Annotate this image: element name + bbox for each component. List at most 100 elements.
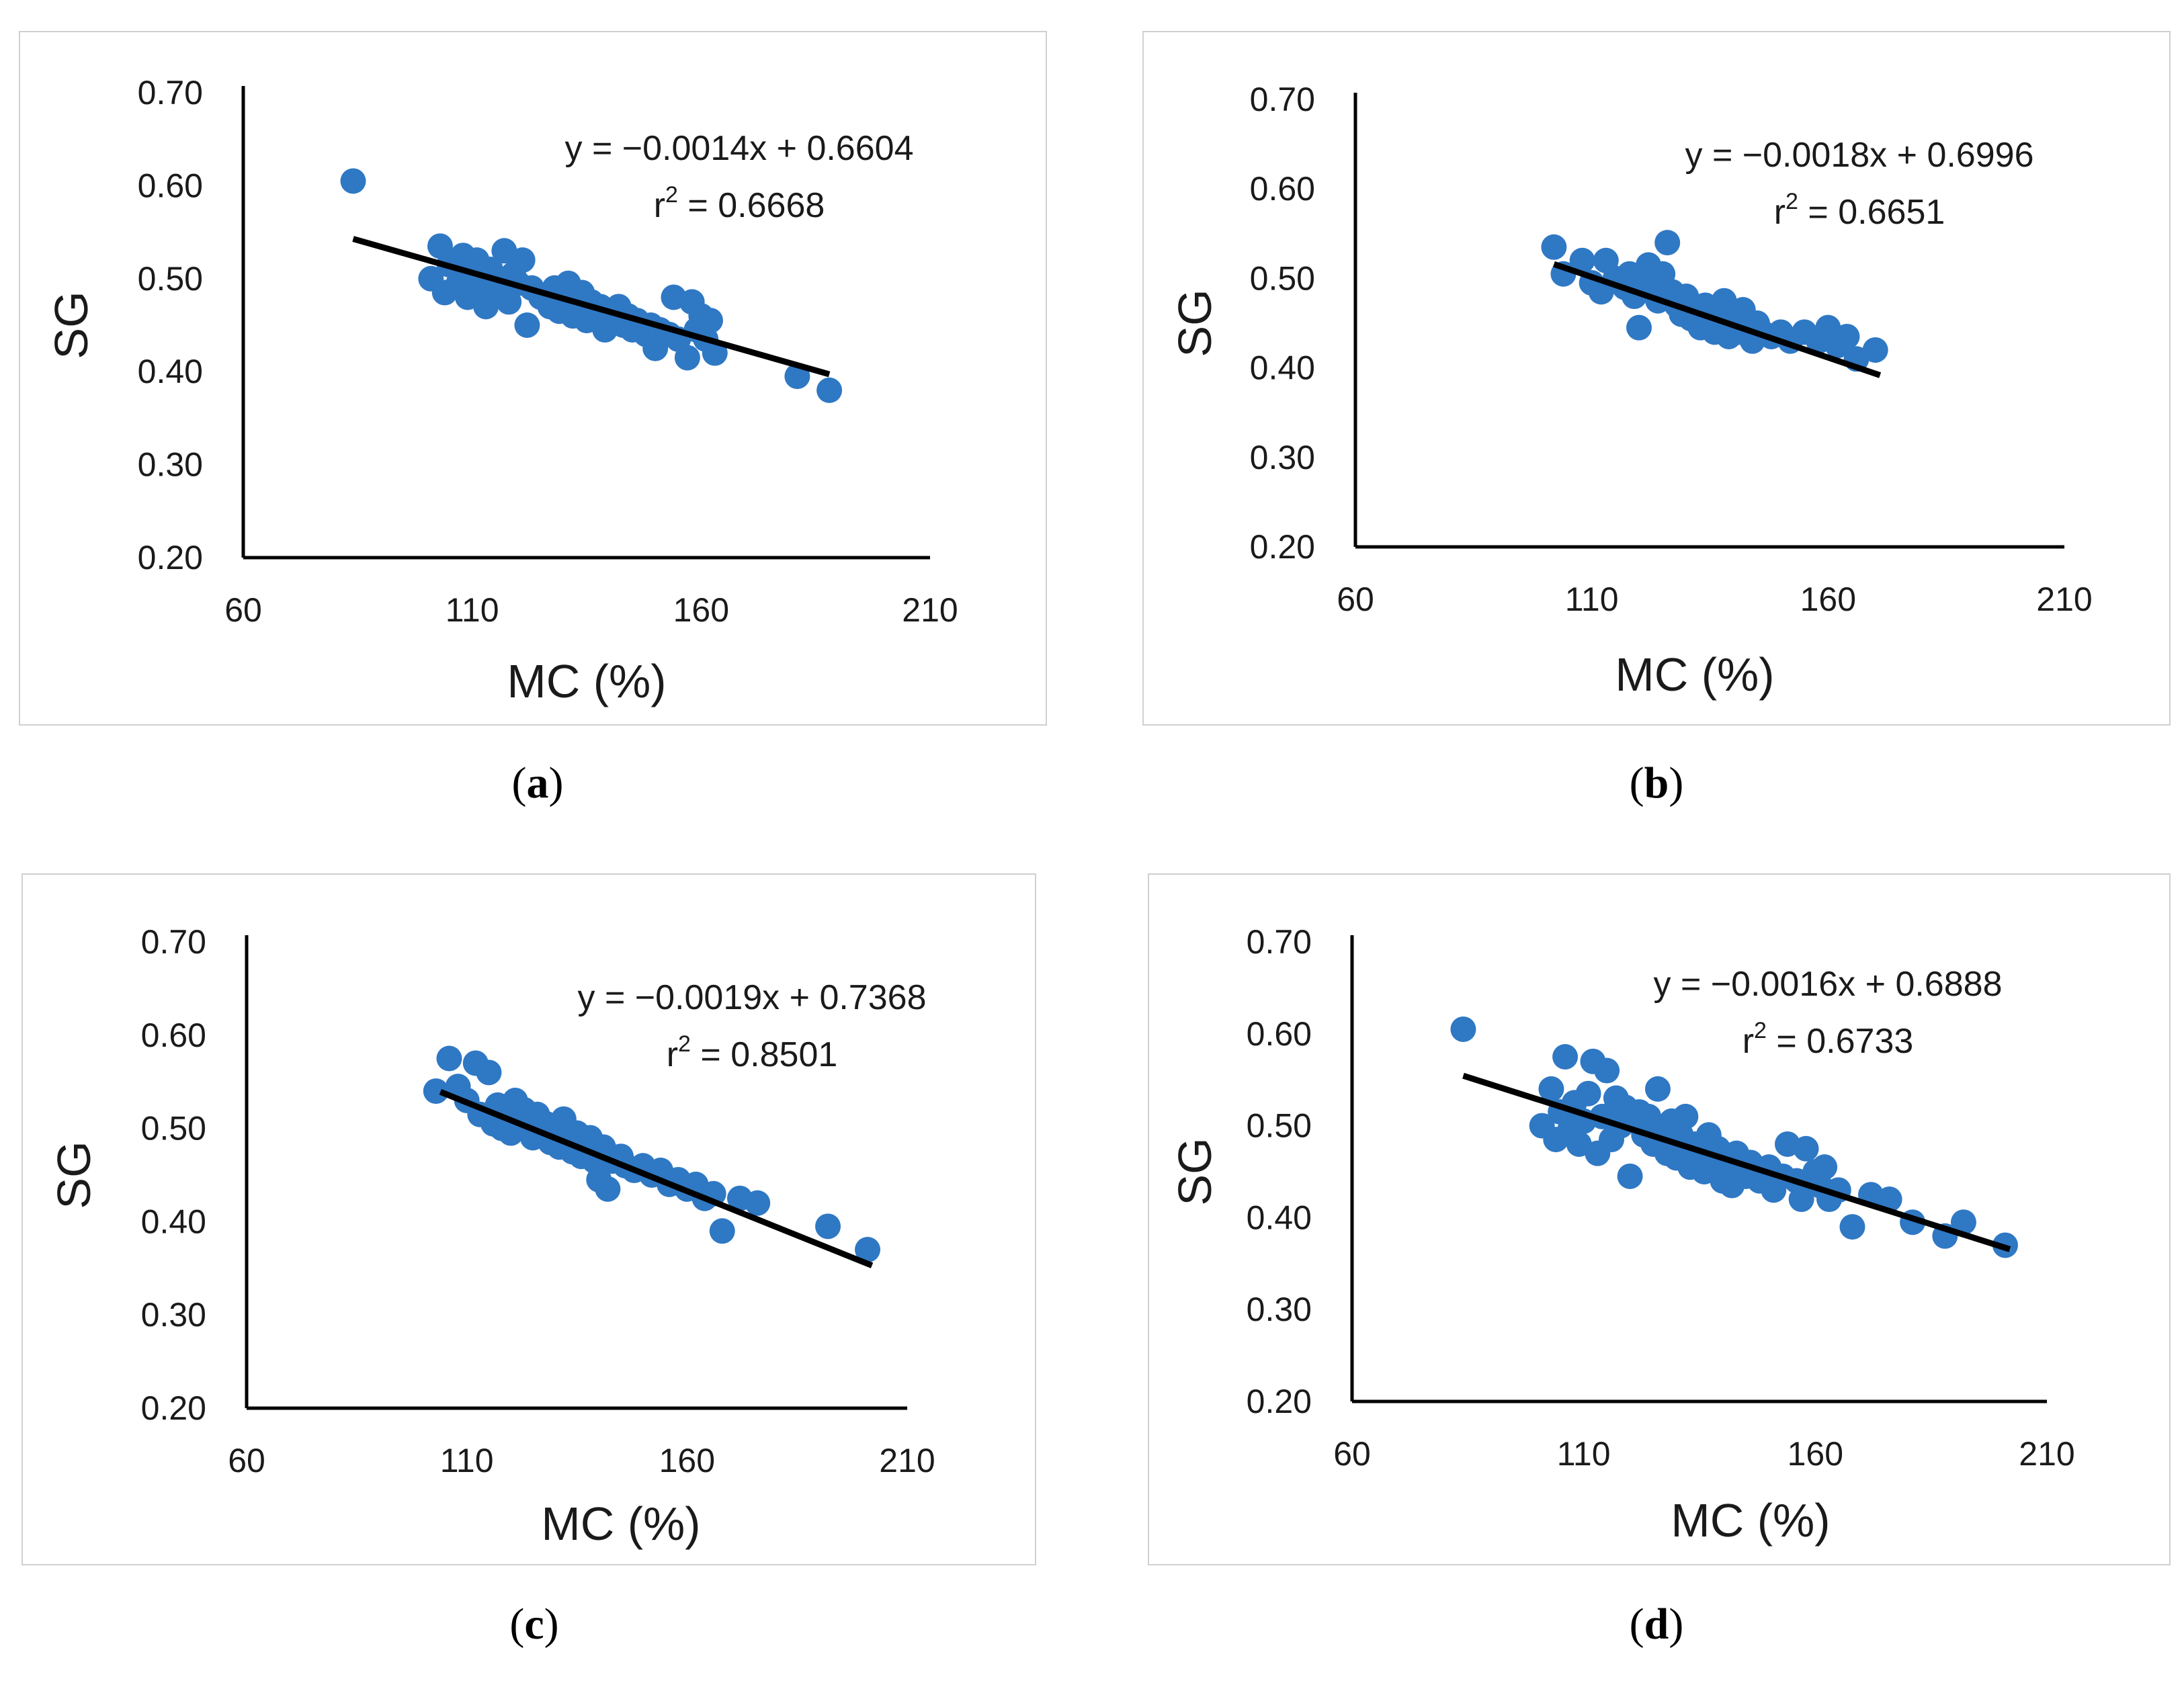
data-point [1654, 230, 1681, 256]
data-point [476, 1059, 502, 1086]
y-axis-title: SG [45, 291, 97, 359]
y-tick-label: 0.20 [138, 539, 203, 576]
data-point [436, 1045, 462, 1072]
regression-equation: y = −0.0016x + 0.6888 [1654, 965, 2003, 1004]
data-point [855, 1237, 881, 1263]
y-tick-label: 0.70 [1247, 923, 1312, 961]
trend-line [1552, 261, 1882, 378]
data-point [1541, 234, 1567, 260]
chart-panel-a: 0.20 0.30 0.40 0.50 0.60 0.70 60 110 160 210 MC (%… [19, 31, 1047, 726]
data-point [816, 377, 843, 403]
y-tick-label: 0.30 [138, 446, 203, 484]
chart-panel-b: 0.20 0.30 0.40 0.50 0.60 0.70 60 110 160 210 MC (%… [1142, 31, 2171, 726]
y-tick-label: 0.20 [1250, 528, 1315, 566]
data-point [674, 345, 700, 371]
caption-letter-c: c [524, 1600, 544, 1649]
data-point [1834, 323, 1860, 349]
data-point [1569, 247, 1595, 273]
data-point [509, 247, 536, 273]
y-tick-label: 0.60 [1247, 1015, 1312, 1053]
y-tick-label: 0.50 [1250, 259, 1315, 297]
caption-letter-a: a [526, 759, 549, 808]
y-tick-label: 0.30 [1250, 439, 1315, 476]
data-point [514, 312, 540, 338]
r-squared-label: r2 = 0.6651 [1774, 189, 1945, 232]
data-point [340, 168, 366, 194]
scatter-plot-d: 0.20 0.30 0.40 0.50 0.60 0.70 60 110 160 210 MC (%… [1169, 923, 2075, 1547]
x-tick-label: 210 [902, 591, 958, 629]
x-tick-label: 210 [2019, 1435, 2074, 1473]
caption-letter-b: b [1644, 759, 1669, 808]
trend-line [352, 236, 831, 378]
data-point [697, 308, 723, 334]
chart-panel-c: 0.20 0.30 0.40 0.50 0.60 0.70 60 110 160 210 MC (%… [22, 873, 1036, 1565]
data-point [1839, 1214, 1865, 1240]
r-squared-label: r2 = 0.8501 [667, 1031, 838, 1074]
scatter-plot-b: 0.20 0.30 0.40 0.50 0.60 0.70 60 110 160 210 MC (%… [1169, 81, 2093, 701]
x-axis-title: MC (%) [541, 1498, 700, 1550]
x-tick-label: 110 [1565, 580, 1619, 618]
data-point [702, 340, 728, 366]
x-tick-label: 210 [2036, 580, 2092, 618]
y-tick-label: 0.50 [141, 1110, 206, 1147]
x-tick-label: 210 [879, 1442, 935, 1479]
y-tick-label: 0.50 [138, 260, 203, 298]
y-axis-title: SG [1169, 1137, 1221, 1205]
data-point [1793, 1135, 1819, 1162]
data-point [1538, 1076, 1564, 1102]
caption-c: (c) [509, 1600, 559, 1649]
trend-line [1462, 1072, 2011, 1252]
x-tick-label: 60 [224, 591, 262, 629]
caption-b: (b) [1629, 759, 1684, 808]
caption-d: (d) [1629, 1600, 1684, 1649]
caption-a: (a) [511, 759, 564, 808]
data-point [1950, 1209, 1976, 1236]
data-point [709, 1218, 735, 1244]
data-point [1788, 1186, 1814, 1213]
y-tick-label: 0.40 [1247, 1199, 1312, 1236]
y-tick-label: 0.50 [1247, 1107, 1312, 1145]
data-point [1552, 1044, 1579, 1070]
scatter-plot-c: 0.20 0.30 0.40 0.50 0.60 0.70 60 110 160 210 MC (%… [48, 923, 935, 1550]
y-tick-label: 0.20 [1247, 1383, 1312, 1420]
x-axis-title: MC (%) [507, 655, 666, 707]
r-squared-label: r2 = 0.6733 [1742, 1018, 1914, 1061]
x-tick-label: 160 [673, 591, 729, 629]
x-tick-label: 110 [1557, 1435, 1611, 1473]
y-tick-label: 0.70 [138, 74, 203, 112]
regression-equation: y = −0.0014x + 0.6604 [565, 129, 914, 168]
data-point [595, 1176, 621, 1202]
x-tick-label: 60 [1337, 580, 1374, 618]
x-tick-label: 160 [1800, 580, 1856, 618]
data-point [745, 1190, 771, 1216]
regression-equation: y = −0.0018x + 0.6996 [1685, 136, 2034, 175]
x-tick-label: 110 [446, 591, 499, 629]
data-point [1862, 337, 1888, 363]
x-tick-label: 110 [440, 1442, 494, 1479]
y-tick-label: 0.60 [141, 1016, 206, 1054]
y-axis-title: SG [1169, 289, 1221, 357]
x-tick-label: 160 [659, 1442, 715, 1479]
data-point [1617, 1163, 1643, 1189]
regression-equation: y = −0.0019x + 0.7368 [578, 978, 927, 1017]
y-tick-label: 0.20 [141, 1389, 206, 1427]
data-point [1450, 1016, 1476, 1042]
x-tick-label: 160 [1788, 1435, 1843, 1473]
y-tick-label: 0.70 [1250, 81, 1315, 118]
data-point [1626, 314, 1652, 341]
chart-panel-d: 0.20 0.30 0.40 0.50 0.60 0.70 60 110 160 210 MC (%… [1148, 873, 2171, 1565]
y-tick-label: 0.40 [141, 1203, 206, 1240]
data-point [815, 1213, 841, 1240]
data-point [1575, 1080, 1601, 1107]
data-point [1594, 1057, 1620, 1084]
data-point [1644, 1076, 1671, 1102]
x-tick-label: 60 [1333, 1435, 1371, 1473]
data-point [1812, 1154, 1838, 1180]
data-point [1673, 1103, 1699, 1129]
y-tick-label: 0.30 [1247, 1291, 1312, 1328]
trend-line [439, 1089, 874, 1268]
x-axis-title: MC (%) [1615, 648, 1774, 701]
data-point [423, 1078, 449, 1105]
y-tick-label: 0.30 [141, 1296, 206, 1334]
y-tick-label: 0.60 [1250, 170, 1315, 208]
